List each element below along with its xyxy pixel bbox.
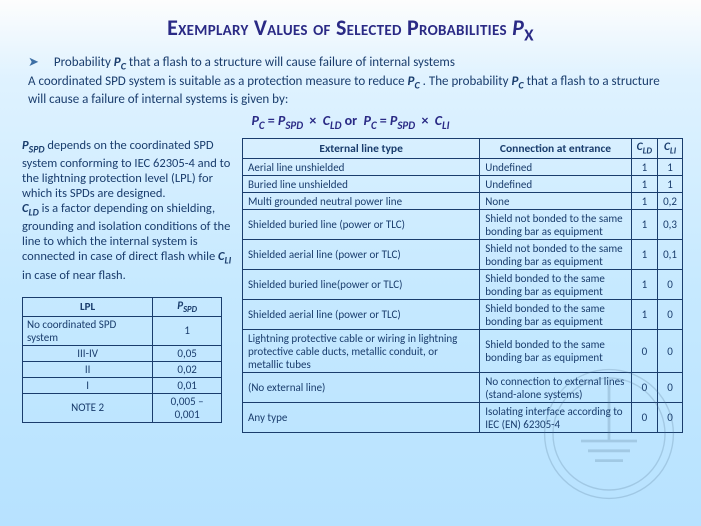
col-external: External line type xyxy=(243,138,480,158)
note-cld-a: is a factor depending on shielding, grou… xyxy=(22,201,230,264)
table-row: Shielded buried line(power or TLC)Shield… xyxy=(243,270,683,300)
table-row: Shielded aerial line (power or TLC)Shiel… xyxy=(243,240,683,270)
col-cld: CLD xyxy=(631,138,657,158)
lpl-table: LPL PSPD No coordinated SPD system1 III-… xyxy=(22,297,222,423)
col-connection: Connection at entrance xyxy=(480,138,631,158)
content-row: PSPD depends on the coordinated SPD syst… xyxy=(0,138,701,433)
table-row: LPL PSPD xyxy=(23,297,222,316)
table-row: I0,01 xyxy=(23,377,222,393)
lpl-header: LPL xyxy=(23,297,153,316)
left-column: PSPD depends on the coordinated SPD syst… xyxy=(22,138,232,433)
table-row: External line type Connection at entranc… xyxy=(243,138,683,158)
intro-block: ➤ Probability PC that a flash to a struc… xyxy=(0,45,701,108)
col-cli: CLI xyxy=(658,138,683,158)
external-line-table: External line type Connection at entranc… xyxy=(242,138,683,433)
table-row: Multi grounded neutral power lineNone10,… xyxy=(243,193,683,210)
intro-line1b: that a flash to a structure will cause f… xyxy=(129,55,455,70)
table-row: III-IV0,05 xyxy=(23,345,222,361)
table-row: No coordinated SPD system1 xyxy=(23,316,222,345)
title-var-p: P xyxy=(512,14,524,41)
table-row: Any typeIsolating interface according to… xyxy=(243,403,683,433)
table-row: Buried line unshieldedUndefined11 xyxy=(243,176,683,193)
table-row: Aerial line unshieldedUndefined11 xyxy=(243,159,683,176)
table-row: Shielded buried line (power or TLC)Shiel… xyxy=(243,210,683,240)
title-text: Exemplary Values of Selected Probabiliti… xyxy=(167,14,512,41)
pspd-header: PSPD xyxy=(153,297,222,316)
right-column: External line type Connection at entranc… xyxy=(242,138,683,433)
table-row: NOTE 20,005 – 0,001 xyxy=(23,393,222,422)
page-title: Exemplary Values of Selected Probabiliti… xyxy=(0,0,701,45)
intro-line2a: A coordinated SPD system is suitable as … xyxy=(28,74,408,89)
bullet-arrow-icon: ➤ xyxy=(28,55,39,70)
table-row: Lightning protective cable or wiring in … xyxy=(243,330,683,373)
intro-line1a: Probability xyxy=(54,55,114,70)
notes-block: PSPD depends on the coordinated SPD syst… xyxy=(22,138,232,283)
table-row: Shielded aerial line (power or TLC)Shiel… xyxy=(243,300,683,330)
title-var-x: X xyxy=(524,24,534,45)
note-pspd: depends on the coordinated SPD system co… xyxy=(22,138,230,201)
table-row: (No external line)No connection to exter… xyxy=(243,373,683,403)
formula-line: PC = PSPD × CLD or PC = PSPD × CLI xyxy=(0,108,701,138)
table-row: II0,02 xyxy=(23,361,222,377)
note-cld-b: in case of near flash. xyxy=(22,268,126,283)
intro-line2b: . The probability xyxy=(423,74,512,89)
